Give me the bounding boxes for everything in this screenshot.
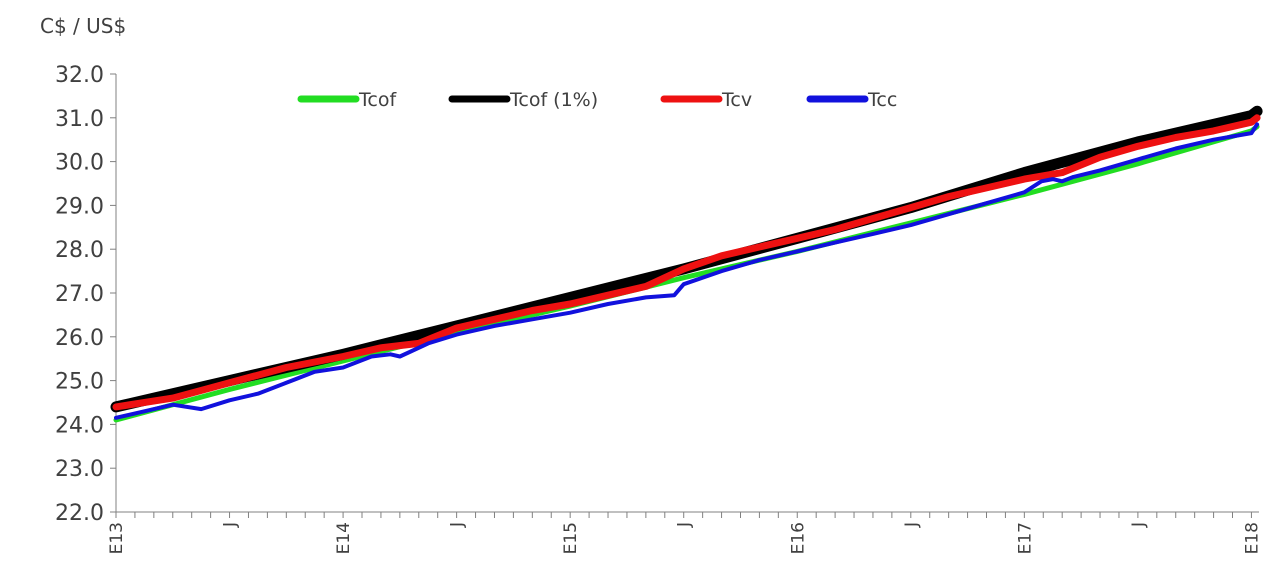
y-tick-label: 27.0 [55,282,104,307]
x-tick-label: J [448,522,468,528]
legend-label: Tcv [721,89,752,111]
y-tick-label: 29.0 [55,194,104,219]
y-tick-label: 28.0 [55,238,104,263]
x-tick-label: J [1129,522,1149,528]
legend-label: Tcof (1%) [509,89,598,111]
axes: 22.0 23.0 24.0 25.0 26.0 27.0 28.0 29.0 30.0 31.0… [55,63,1262,554]
unit-label: C$ / US$ [40,14,127,38]
x-tick-label: E14 [334,522,354,554]
x-tick-label: E13 [107,522,127,554]
y-tick-label: 25.0 [55,370,104,395]
plot-area [110,105,1263,423]
x-tick-label: E16 [788,522,808,554]
x-tick-label: J [675,522,695,528]
y-tick-label: 32.0 [55,63,104,88]
series-line-tcv [112,114,1261,411]
x-tick-label: E17 [1015,522,1035,554]
series-line-tcof-1 [110,105,1263,413]
x-tick-label: J [902,522,922,528]
series-line-tcc [114,122,1260,420]
y-tick-label: 22.0 [55,501,104,526]
x-tick-label: J [221,522,241,528]
y-tick-label: 23.0 [55,457,104,482]
y-tick-label: 24.0 [55,413,104,438]
x-tick-label: E15 [561,522,581,554]
y-tick-label: 26.0 [55,326,104,351]
legend-label: Tcof [358,89,397,111]
legend: Tcof Tcof (1%) Tcv Tcc [297,89,897,111]
y-tick-label: 31.0 [55,107,104,132]
legend-label: Tcc [867,89,897,111]
y-tick-label: 30.0 [55,151,104,176]
x-tick-label: E18 [1242,522,1262,554]
